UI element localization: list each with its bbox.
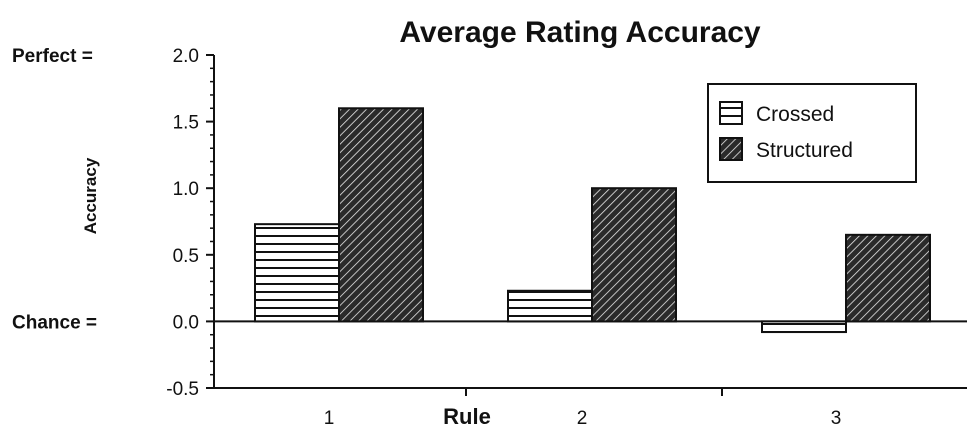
bar [591, 187, 677, 323]
y-tick-label: 1.0 [173, 179, 199, 200]
bar [507, 289, 593, 323]
legend: Crossed Structured [707, 83, 917, 183]
y-tick-label: 0.5 [173, 246, 199, 267]
bars [254, 107, 931, 334]
y-tick-label: 1.5 [173, 113, 199, 134]
bar [761, 320, 847, 334]
bar [254, 223, 340, 323]
x-category-label: 2 [577, 408, 588, 429]
x-category-label: 3 [831, 408, 842, 429]
reference-label: Perfect = [12, 46, 93, 67]
x-axis-label: Rule [443, 404, 491, 429]
bar [338, 107, 424, 323]
legend-label: Structured [756, 139, 853, 162]
y-axis-label: Accuracy [81, 157, 100, 234]
y-tick-label: 0.0 [173, 312, 199, 333]
reference-labels: Perfect = Chance = [12, 46, 97, 333]
y-axis: 2.0 1.5 1.0 0.5 0.0 -0.5 [166, 46, 215, 400]
bar [845, 233, 931, 323]
y-tick-label: -0.5 [166, 379, 199, 400]
x-axis: 1 2 3 [214, 387, 967, 429]
x-category-label: 1 [324, 408, 335, 429]
legend-swatch [719, 101, 743, 125]
chart-title: Average Rating Accuracy [399, 16, 761, 49]
y-tick-label: 2.0 [173, 46, 199, 67]
reference-label: Chance = [12, 312, 97, 333]
legend-box [707, 83, 917, 183]
legend-label: Crossed [756, 103, 834, 126]
legend-swatch [719, 137, 743, 161]
